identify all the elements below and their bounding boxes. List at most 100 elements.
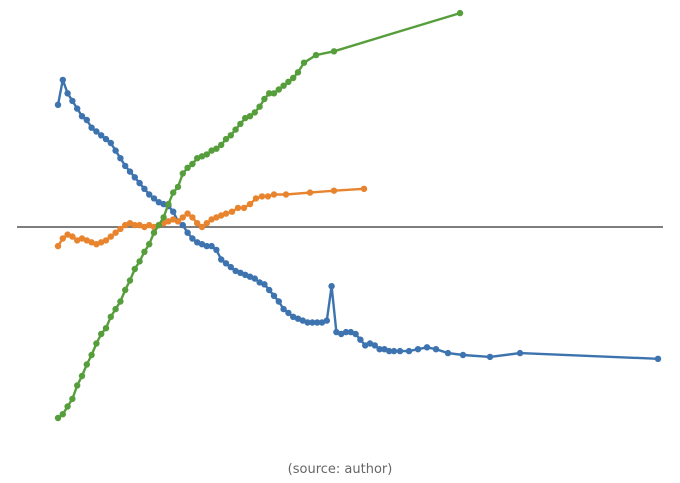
series-1-point [486, 353, 494, 361]
series-2-point [88, 239, 95, 246]
series-3-point [102, 325, 110, 332]
series-1-point [107, 139, 115, 147]
series-3-point [213, 145, 220, 152]
series-1-point [256, 279, 263, 286]
series-2-point [117, 225, 124, 233]
series-3 [54, 9, 464, 422]
series-1-point [333, 328, 340, 336]
series-2-point [141, 223, 148, 231]
series-1-point [371, 342, 378, 349]
series-2-point [240, 204, 248, 212]
series-3-point [300, 59, 308, 66]
chart-caption: (source: author) [287, 462, 393, 477]
series-3-point [59, 411, 66, 418]
series-3-point [222, 135, 230, 143]
series-1-point [155, 199, 162, 206]
series-3-point [330, 48, 338, 55]
series-1-point [459, 351, 467, 359]
series-3-point [203, 151, 210, 158]
series-1-point [414, 346, 422, 353]
series-2-point [69, 233, 76, 240]
series-2-point [189, 214, 196, 221]
series-1-point [98, 132, 105, 139]
series-3-point [165, 200, 172, 208]
series-3-point [290, 74, 297, 82]
series-3-point [136, 258, 143, 265]
series-2-point [136, 221, 143, 229]
series-2-point [194, 220, 201, 227]
series-3-point [170, 189, 177, 196]
series-3-point [179, 170, 186, 177]
series-1-point [218, 256, 225, 263]
series-3-point [107, 313, 115, 320]
series-1-point [112, 147, 119, 154]
series-2-point [234, 204, 242, 212]
series-3-point [69, 395, 76, 403]
series-1-point [270, 292, 278, 299]
series-1-point [294, 315, 302, 322]
series-1-point [266, 286, 273, 294]
series-1-point [342, 328, 350, 336]
series-1-point [208, 242, 215, 250]
series-1-point [150, 195, 158, 202]
series-1-point [83, 116, 91, 124]
series-1-point [237, 269, 244, 276]
series-1-point [314, 319, 321, 326]
series-2-point [222, 210, 230, 217]
series-3-point [64, 403, 71, 410]
series-3-point [294, 69, 302, 76]
series-2-point [83, 237, 91, 244]
series-3-point [218, 141, 225, 149]
series-2-point [246, 200, 254, 208]
series-1-point [444, 349, 452, 357]
series-1-point [347, 328, 354, 336]
series-2-point [252, 195, 260, 202]
series-1-point [318, 319, 326, 326]
series-2-point [270, 191, 278, 198]
series-3-point [93, 340, 100, 347]
series-3-point [174, 183, 182, 191]
series-1-point [126, 168, 134, 175]
series-1-point [222, 260, 230, 267]
series-1-point [362, 342, 369, 349]
series-3-point [208, 147, 215, 154]
series-2-point [174, 218, 182, 225]
series-1-point [280, 305, 287, 313]
series-3-point [160, 214, 167, 221]
series-1-point [78, 113, 86, 120]
series-3-point [112, 305, 119, 313]
series-3-point [122, 286, 129, 294]
series-1-point [198, 241, 206, 248]
series-1-point [366, 340, 374, 347]
series-1-point [160, 200, 167, 208]
series-2-point [179, 214, 186, 221]
series-1-point [309, 319, 316, 326]
series-1-point [189, 235, 196, 242]
series-2-point [264, 193, 272, 200]
series-2-point [228, 208, 236, 215]
series-1-point [242, 271, 249, 278]
series-1 [54, 76, 662, 362]
series-1-point [93, 128, 100, 135]
series-2-point [112, 229, 119, 236]
series-3-point [251, 109, 258, 116]
series-2-point [126, 220, 134, 227]
series-1-point [323, 317, 330, 324]
series-1-point [251, 275, 258, 282]
series-1-point [275, 298, 282, 305]
series-1-point [74, 105, 81, 112]
series-2-point [330, 187, 338, 194]
series-1-point [423, 344, 431, 351]
series-1-point [299, 317, 306, 324]
series-2-point [78, 235, 86, 242]
series-3-point [88, 351, 95, 359]
series-2-point [360, 185, 368, 192]
series-1-point [203, 242, 210, 250]
series-3-point [261, 95, 268, 103]
series-2-point [184, 210, 191, 217]
series-3-point [227, 132, 234, 139]
series-1-point [54, 101, 62, 109]
series-3-point [146, 241, 153, 248]
series-3-point [141, 248, 148, 255]
series-3-point [285, 78, 292, 86]
